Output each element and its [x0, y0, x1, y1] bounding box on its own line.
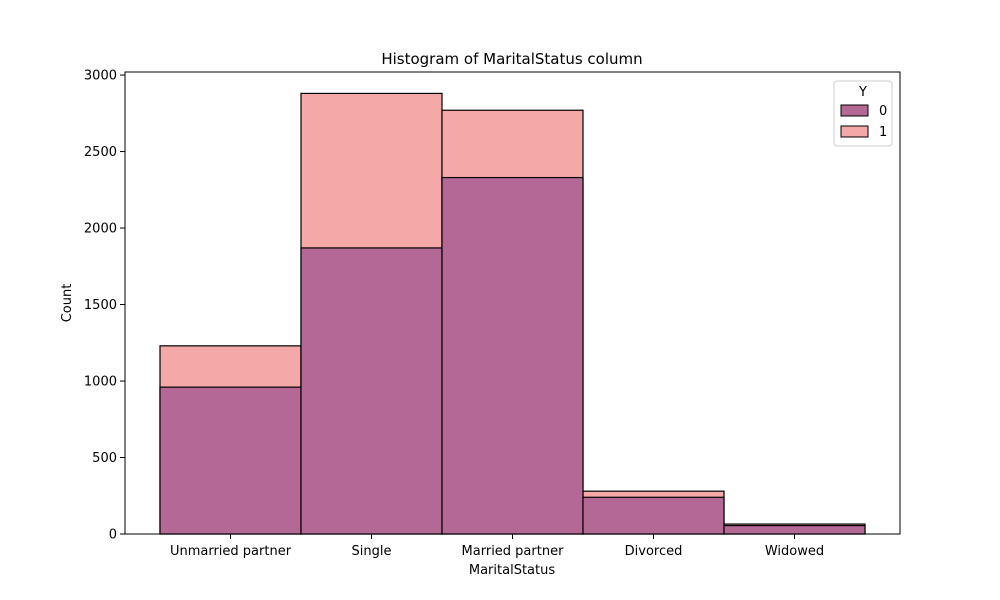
bar-y0-married-partner [441, 176, 584, 535]
x-tick-label: Married partner [462, 544, 565, 559]
y-tick-label: 0 [109, 528, 117, 543]
y-tick-label: 3000 [84, 69, 117, 84]
y-axis: 0 500 1000 1500 2000 2500 3000 [84, 69, 125, 543]
legend-label-1: 1 [879, 125, 887, 140]
legend-swatch-1 [840, 125, 869, 138]
x-tick-label: Single [352, 544, 392, 559]
y-axis-label: Count [60, 284, 75, 323]
legend: Y0 1 [833, 80, 893, 147]
y-tick-label: 1000 [84, 375, 117, 390]
chart-title: Histogram of MaritalStatus column [381, 50, 642, 68]
bar-y0-single [300, 247, 443, 535]
legend-swatch-0 [840, 104, 869, 117]
bar-y0-unmarried-partner [159, 386, 302, 535]
x-tick-label: Unmarried partner [170, 544, 292, 559]
x-axis: Unmarried partner Single Married partner Di… [170, 534, 824, 559]
y-tick-label: 2500 [84, 145, 117, 160]
bar-y0-divorced [582, 496, 725, 535]
y-tick-label: 500 [92, 451, 117, 466]
bar-y0-widowed [723, 524, 866, 535]
x-tick-label: Divorced [625, 544, 683, 559]
x-tick-label: Widowed [765, 544, 824, 559]
y-tick-label: 2000 [84, 222, 117, 237]
y-tick-label: 1500 [84, 298, 117, 313]
bars-layer [159, 92, 866, 535]
legend-label-0: 0 [879, 104, 887, 119]
legend-title: Y [858, 85, 867, 100]
x-axis-label: MaritalStatus [469, 563, 555, 578]
